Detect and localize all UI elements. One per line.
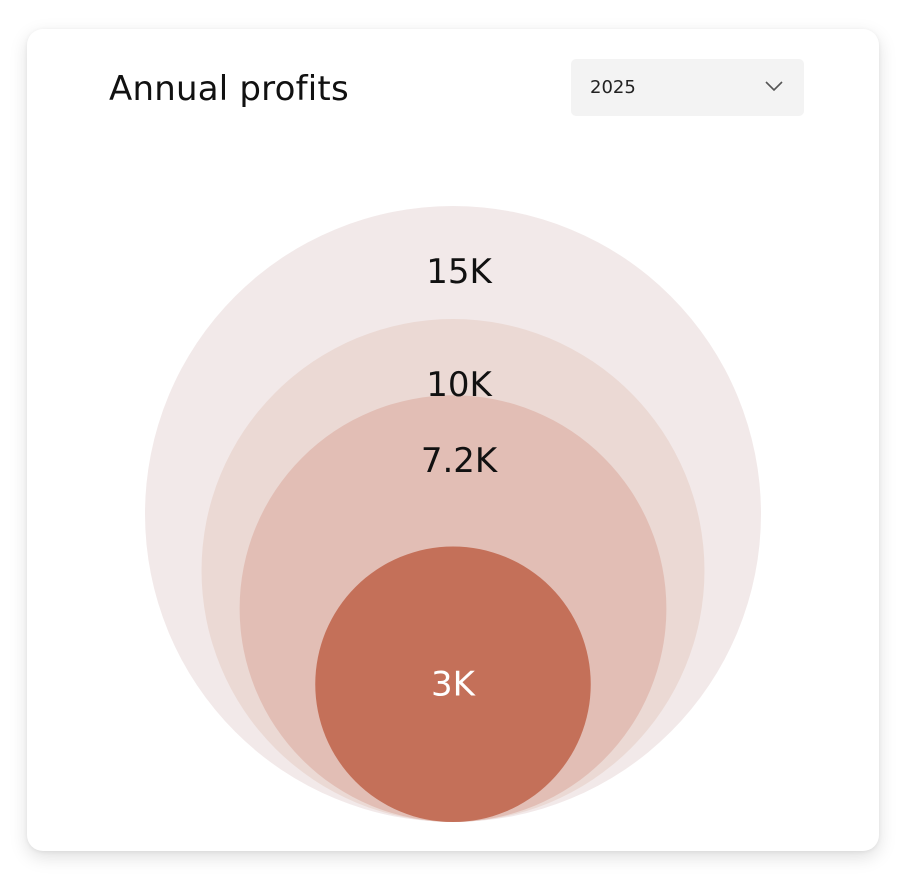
bubble-label-0: 15K bbox=[426, 252, 493, 292]
chart-card: Annual profits 2025 15K 10K 7.2K 3K bbox=[27, 29, 879, 851]
bubble-3 bbox=[315, 546, 591, 823]
year-dropdown-value: 2025 bbox=[590, 77, 636, 98]
chevron-down-icon bbox=[765, 81, 783, 92]
bubble-label-2: 7.2K bbox=[421, 441, 499, 481]
year-dropdown[interactable]: 2025 bbox=[571, 59, 804, 116]
nested-bubble-chart: 15K 10K 7.2K 3K bbox=[145, 206, 761, 823]
bubble-label-3: 3K bbox=[431, 664, 477, 704]
bubble-label-1: 10K bbox=[426, 365, 493, 405]
chart-title: Annual profits bbox=[109, 69, 349, 109]
